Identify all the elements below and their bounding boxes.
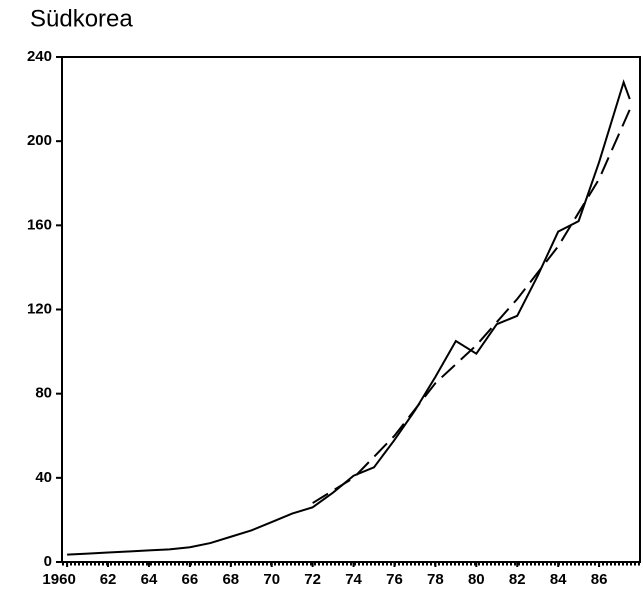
x-tick-label: 1960 [42, 571, 75, 588]
x-tick-label: 70 [263, 571, 280, 588]
x-tick-label: 72 [304, 571, 321, 588]
x-tick-label: 80 [468, 571, 485, 588]
y-tick-label: 160 [27, 216, 52, 233]
x-tick-label: 86 [591, 571, 608, 588]
y-tick-label: 200 [27, 132, 52, 149]
x-tick-label: 84 [550, 571, 567, 588]
x-tick-label: 78 [427, 571, 444, 588]
x-tick-label: 68 [222, 571, 239, 588]
series-line [67, 79, 631, 556]
x-tick-label: 62 [100, 571, 117, 588]
chart-title: Südkorea [30, 5, 133, 32]
x-tick-label: 76 [386, 571, 403, 588]
y-tick-label: 120 [27, 300, 52, 317]
x-tick-label: 74 [345, 571, 362, 588]
y-tick-label: 40 [35, 469, 52, 486]
series-line [312, 109, 631, 504]
y-tick-label: 80 [35, 385, 52, 402]
x-tick-label: 82 [509, 571, 526, 588]
plot-frame [61, 56, 641, 563]
y-tick-label: 0 [44, 553, 52, 570]
y-tick-label: 240 [27, 48, 52, 65]
x-tick-label: 64 [141, 571, 158, 588]
x-tick-label: 66 [182, 571, 199, 588]
